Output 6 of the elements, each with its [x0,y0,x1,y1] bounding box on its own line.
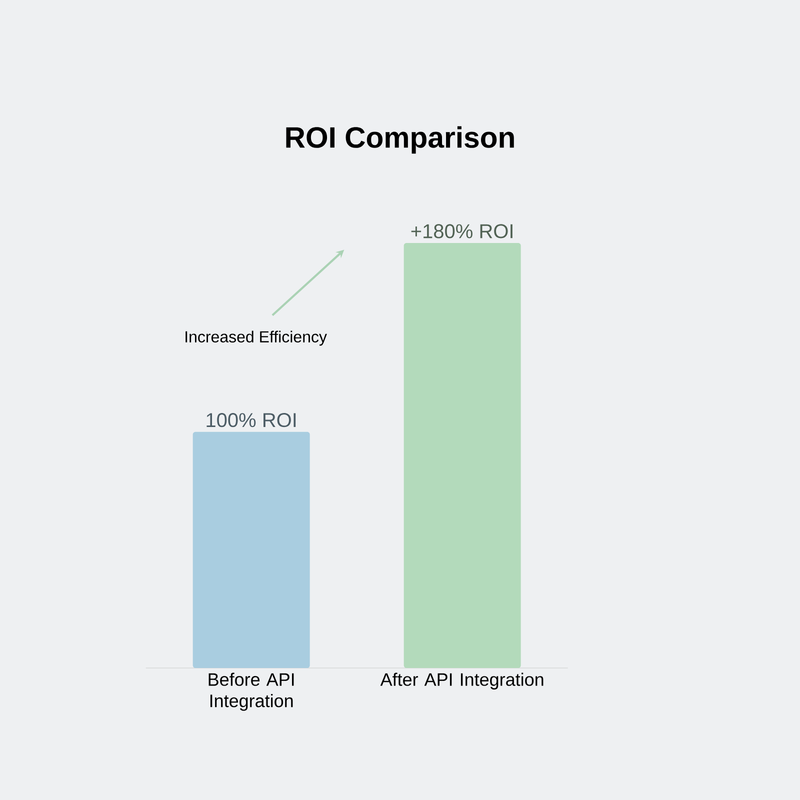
x-tick-label: Before API Integration [208,672,294,711]
data-label: +180% ROI [411,224,512,238]
chart-title: ROI Comparison [286,126,514,154]
data-label: 100% ROI [206,413,296,428]
x-tick-label: After API Integration [380,672,544,690]
annotation: Increased Efficiency [186,330,327,346]
